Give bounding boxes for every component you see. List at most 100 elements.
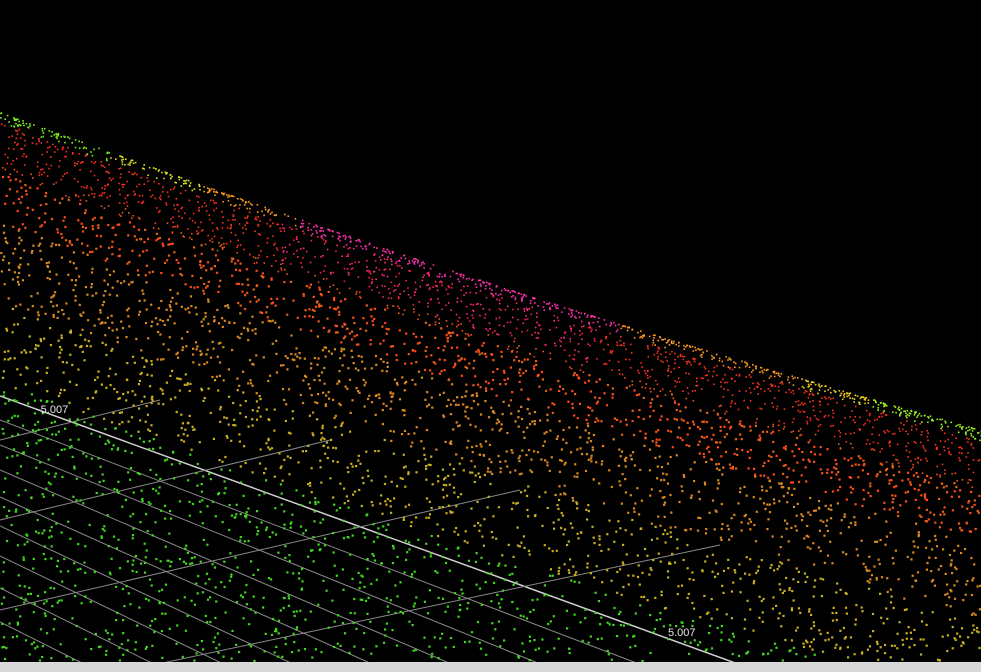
point <box>246 208 248 210</box>
point <box>775 647 777 649</box>
point <box>806 421 808 423</box>
point <box>968 426 970 428</box>
point <box>184 596 186 598</box>
point <box>619 340 621 342</box>
point <box>911 410 913 412</box>
point <box>40 169 42 171</box>
point <box>12 278 14 280</box>
point <box>199 501 201 503</box>
point <box>220 406 222 408</box>
point <box>169 375 171 377</box>
point <box>194 604 196 606</box>
point <box>169 306 171 308</box>
point <box>4 358 6 360</box>
point <box>903 598 905 600</box>
point <box>101 195 103 197</box>
point <box>644 548 646 550</box>
point <box>284 557 286 559</box>
point <box>421 336 423 338</box>
point <box>536 316 538 318</box>
point <box>568 572 570 574</box>
point <box>113 388 115 390</box>
point <box>31 643 33 645</box>
point <box>192 348 194 350</box>
point <box>830 477 832 479</box>
point <box>518 345 520 347</box>
point <box>214 265 216 267</box>
point <box>932 579 934 581</box>
point <box>182 422 184 424</box>
point <box>384 309 386 311</box>
point <box>504 288 506 290</box>
point <box>35 442 37 444</box>
point <box>66 151 68 153</box>
point <box>593 434 595 436</box>
point <box>77 181 79 183</box>
point <box>587 504 589 506</box>
point <box>179 179 181 181</box>
point <box>305 309 307 311</box>
point <box>470 334 472 336</box>
point <box>280 364 282 366</box>
point <box>420 286 422 288</box>
point <box>75 139 77 141</box>
point <box>464 395 466 397</box>
point <box>835 612 837 614</box>
point <box>616 345 618 347</box>
point <box>414 263 416 265</box>
point <box>78 196 80 198</box>
point <box>23 153 25 155</box>
point <box>820 411 822 413</box>
point <box>832 620 834 622</box>
point <box>574 393 576 395</box>
point <box>207 235 209 237</box>
point <box>240 536 242 538</box>
point <box>138 431 140 433</box>
point <box>820 578 822 580</box>
point <box>232 219 234 221</box>
point <box>546 464 548 466</box>
point <box>274 507 276 509</box>
point <box>480 284 482 286</box>
point <box>225 611 227 613</box>
point <box>835 473 837 475</box>
point <box>577 533 579 535</box>
point <box>576 310 578 312</box>
point <box>326 278 328 280</box>
point <box>365 330 367 332</box>
point <box>477 501 479 503</box>
point <box>239 441 241 443</box>
point <box>374 247 376 249</box>
point <box>959 452 961 454</box>
point <box>670 536 672 538</box>
point <box>500 351 502 353</box>
point <box>103 301 105 303</box>
point <box>153 227 155 229</box>
point <box>776 455 778 457</box>
point <box>650 406 652 408</box>
point <box>621 594 623 596</box>
point <box>415 289 417 291</box>
point <box>902 644 904 646</box>
point <box>529 353 531 355</box>
point <box>90 601 92 603</box>
point <box>244 540 246 542</box>
point <box>8 148 10 150</box>
point <box>355 293 357 295</box>
point <box>935 557 937 559</box>
point <box>723 396 725 398</box>
point <box>475 474 477 476</box>
point <box>850 443 852 445</box>
point <box>452 332 454 334</box>
point <box>258 257 260 259</box>
point <box>883 622 885 624</box>
point <box>287 455 289 457</box>
point <box>350 612 352 614</box>
point <box>563 337 565 339</box>
point <box>152 488 154 490</box>
point <box>3 491 5 493</box>
point <box>513 359 515 361</box>
point <box>142 195 144 197</box>
point <box>854 623 856 625</box>
point <box>784 426 786 428</box>
